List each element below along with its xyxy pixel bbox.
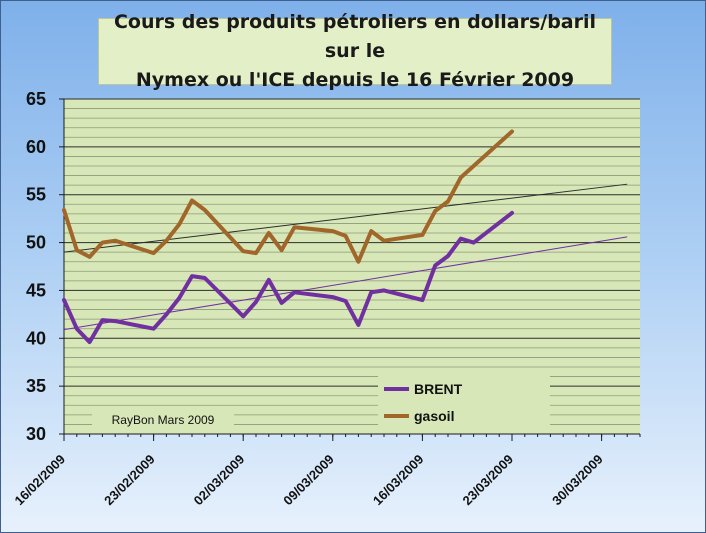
y-tick-label: 65	[26, 89, 46, 109]
x-tick-label: 23/02/2009	[101, 452, 158, 509]
x-tick-label: 30/03/2009	[549, 452, 606, 509]
x-tick-label: 23/03/2009	[459, 452, 516, 509]
trendline-gasoil	[63, 183, 628, 253]
x-tick-label: 16/02/2009	[11, 452, 68, 509]
legend-box	[378, 372, 550, 432]
legend-label-brent: BRENT	[414, 381, 463, 397]
plot-area	[64, 99, 640, 434]
x-axis-ticks: 16/02/2009 23/02/2009 02/03/2009 09/03/2009…	[11, 434, 641, 509]
chart-title: Cours des produits pétroliers en dollars…	[113, 11, 597, 91]
legend-label-gasoil: gasoil	[414, 408, 454, 424]
trendline-brent	[63, 236, 628, 331]
y-tick-label: 40	[26, 328, 46, 348]
legend: BRENT gasoil	[378, 372, 550, 432]
credit-box-bg	[92, 408, 234, 430]
y-axis-ticks: 30 35 40 45 50 55 60 65	[26, 89, 64, 444]
y-tick-label: 60	[26, 137, 46, 157]
series-line-gasoil	[62, 129, 514, 264]
x-tick-label: 02/03/2009	[191, 452, 248, 509]
y-tick-label: 30	[26, 424, 46, 444]
y-tick-label: 45	[26, 280, 46, 300]
axes	[63, 99, 640, 435]
series-line-brent	[62, 210, 514, 345]
series-lines	[62, 129, 514, 345]
x-tick-label: 09/03/2009	[280, 452, 337, 509]
credit-label: RayBon Mars 2009	[112, 413, 215, 427]
trendlines	[63, 183, 628, 331]
y-tick-label: 55	[26, 185, 46, 205]
x-tick-label: 16/03/2009	[370, 452, 427, 509]
y-tick-label: 35	[26, 376, 46, 396]
credit-box: RayBon Mars 2009	[92, 408, 234, 430]
chart-title-box: Cours des produits pétroliers en dollars…	[98, 11, 612, 91]
y-tick-label: 50	[26, 233, 46, 253]
